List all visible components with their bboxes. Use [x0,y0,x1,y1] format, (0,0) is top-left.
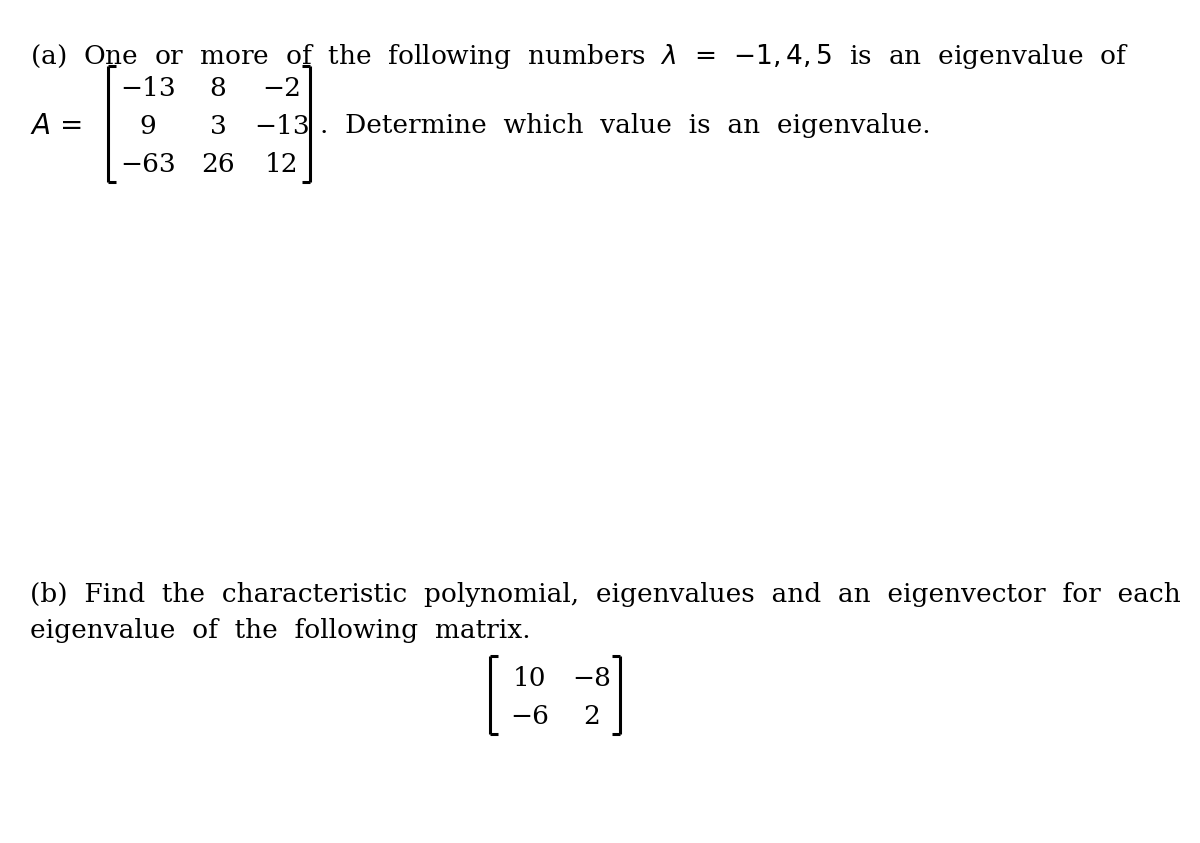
Text: 10: 10 [514,665,547,690]
Text: .  Determine  which  value  is  an  eigenvalue.: . Determine which value is an eigenvalue… [320,114,931,138]
Text: (b)  Find  the  characteristic  polynomial,  eigenvalues  and  an  eigenvector  : (b) Find the characteristic polynomial, … [30,582,1181,607]
Text: −6: −6 [510,704,550,728]
Text: $A$ =: $A$ = [30,112,82,139]
Text: −13: −13 [120,76,176,100]
Text: 8: 8 [210,76,227,100]
Text: 9: 9 [139,114,156,138]
Text: −13: −13 [254,114,310,138]
Text: eigenvalue  of  the  following  matrix.: eigenvalue of the following matrix. [30,618,530,643]
Text: −2: −2 [263,76,301,100]
Text: 2: 2 [583,704,600,728]
Text: 26: 26 [202,152,235,176]
Text: 12: 12 [265,152,299,176]
Text: −8: −8 [572,665,612,690]
Text: −63: −63 [120,152,176,176]
Text: (a)  One  or  more  of  the  following  numbers  $\lambda$  =  $-1, 4, 5$  is  a: (a) One or more of the following numbers… [30,42,1129,71]
Text: 3: 3 [210,114,227,138]
